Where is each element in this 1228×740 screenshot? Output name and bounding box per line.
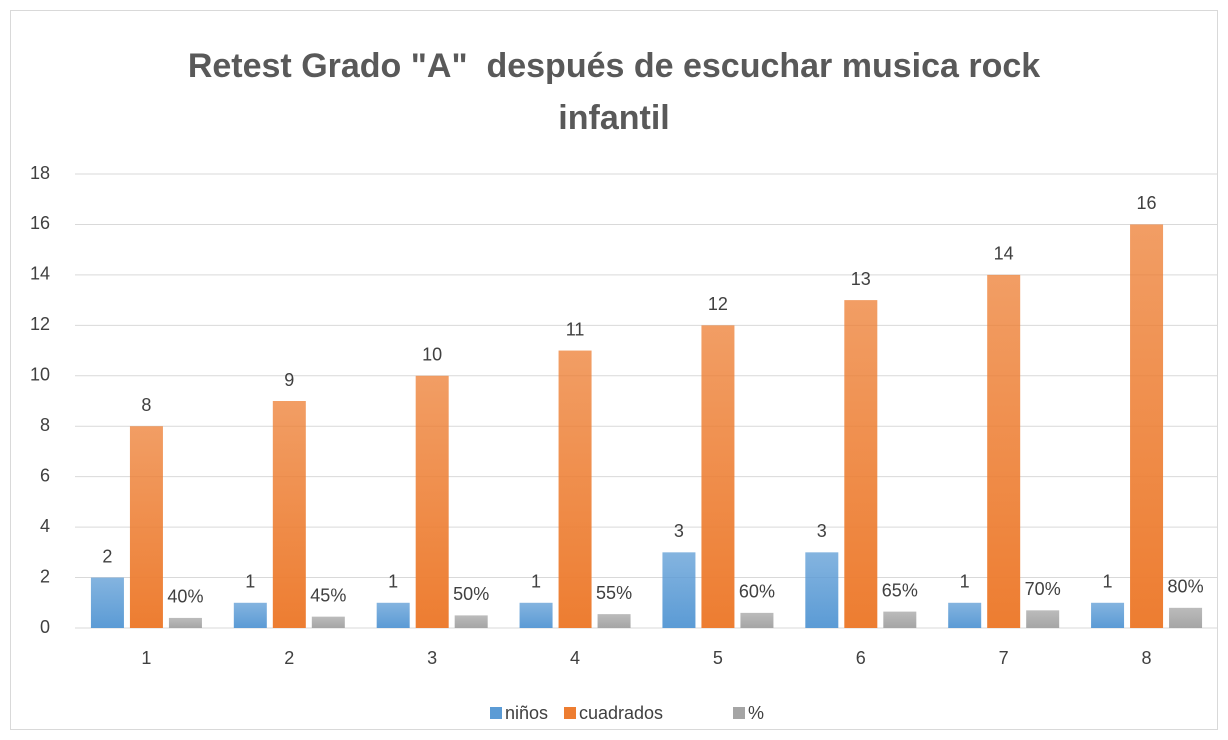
legend-swatch bbox=[564, 707, 576, 719]
data-label: 55% bbox=[596, 583, 632, 603]
bar bbox=[883, 611, 917, 628]
bar bbox=[90, 577, 124, 628]
bar bbox=[662, 552, 696, 628]
bar bbox=[844, 300, 878, 628]
data-label: 1 bbox=[388, 572, 398, 592]
data-label: 8 bbox=[141, 395, 151, 415]
data-label: 45% bbox=[310, 585, 346, 605]
data-label: 11 bbox=[566, 319, 585, 339]
y-tick-label: 16 bbox=[30, 213, 50, 233]
data-label: 16 bbox=[1137, 193, 1157, 213]
data-label: 13 bbox=[851, 269, 871, 289]
y-tick-label: 12 bbox=[30, 314, 50, 334]
x-tick-label: 2 bbox=[284, 648, 294, 668]
bar bbox=[519, 602, 553, 628]
data-label: 14 bbox=[994, 244, 1014, 264]
bar bbox=[1130, 224, 1164, 628]
bar bbox=[1169, 607, 1203, 628]
bar bbox=[1091, 602, 1125, 628]
legend-swatch bbox=[733, 707, 745, 719]
y-tick-label: 14 bbox=[30, 264, 50, 284]
chart-title: Retest Grado "A" después de escuchar mus… bbox=[187, 47, 1050, 137]
data-label: 1 bbox=[531, 572, 541, 592]
bar bbox=[376, 602, 410, 628]
legend-label: niños bbox=[505, 703, 548, 723]
legend-swatch bbox=[490, 707, 502, 719]
y-tick-label: 2 bbox=[40, 566, 50, 586]
bar bbox=[740, 612, 774, 628]
y-tick-label: 10 bbox=[30, 365, 50, 385]
data-label: 10 bbox=[422, 345, 442, 365]
bar bbox=[805, 552, 839, 628]
data-label: 12 bbox=[708, 294, 728, 314]
bar bbox=[233, 602, 267, 628]
bar bbox=[272, 401, 306, 628]
x-tick-label: 6 bbox=[856, 648, 866, 668]
data-label: 1 bbox=[960, 572, 970, 592]
data-label: 2 bbox=[102, 546, 112, 566]
x-tick-label: 4 bbox=[570, 648, 580, 668]
data-label: 65% bbox=[882, 580, 918, 600]
y-tick-label: 8 bbox=[40, 415, 50, 435]
data-label: 50% bbox=[453, 584, 489, 604]
data-label: 1 bbox=[245, 572, 255, 592]
bar bbox=[454, 615, 488, 628]
bar bbox=[129, 426, 163, 628]
bar bbox=[415, 375, 449, 628]
data-label: 9 bbox=[284, 370, 294, 390]
y-tick-label: 18 bbox=[30, 163, 50, 183]
data-label: 70% bbox=[1025, 579, 1061, 599]
bar bbox=[701, 325, 735, 628]
y-tick-label: 6 bbox=[40, 465, 50, 485]
bar bbox=[1026, 610, 1060, 628]
x-tick-label: 7 bbox=[999, 648, 1009, 668]
data-label: 40% bbox=[167, 587, 203, 607]
bar bbox=[597, 614, 631, 628]
y-tick-label: 0 bbox=[40, 617, 50, 637]
bar bbox=[948, 602, 982, 628]
legend-label: cuadrados bbox=[579, 703, 663, 723]
x-tick-label: 8 bbox=[1142, 648, 1152, 668]
data-label: 80% bbox=[1168, 577, 1204, 597]
data-label: 3 bbox=[674, 521, 684, 541]
x-tick-label: 5 bbox=[713, 648, 723, 668]
bar bbox=[558, 350, 592, 628]
data-label: 3 bbox=[817, 521, 827, 541]
legend-label: % bbox=[748, 703, 764, 723]
data-label: 60% bbox=[739, 582, 775, 602]
y-tick-label: 4 bbox=[40, 516, 50, 536]
bar bbox=[311, 616, 345, 628]
x-tick-label: 3 bbox=[427, 648, 437, 668]
bar bbox=[987, 274, 1021, 628]
data-label: 1 bbox=[1103, 572, 1113, 592]
bar bbox=[168, 617, 202, 628]
x-tick-label: 1 bbox=[141, 648, 151, 668]
